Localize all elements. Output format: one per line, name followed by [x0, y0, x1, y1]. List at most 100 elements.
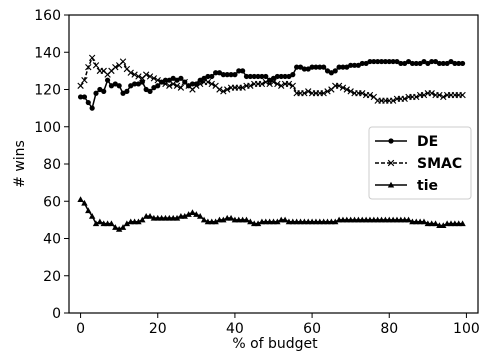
- data-point-de: [170, 75, 176, 81]
- data-point-de: [205, 73, 211, 80]
- data-point-de: [394, 58, 400, 65]
- data-point-de: [135, 81, 142, 87]
- data-point-de: [309, 64, 315, 70]
- x-tick-label: 0: [76, 321, 85, 337]
- data-point-de: [278, 73, 284, 80]
- data-point-de: [89, 105, 95, 111]
- y-tick-label: 140: [34, 45, 61, 61]
- data-point-smac: [262, 78, 269, 86]
- data-point-tie: [420, 218, 428, 225]
- y-tick-label: 120: [34, 83, 61, 99]
- data-point-smac: [177, 84, 185, 91]
- data-point-de: [440, 60, 446, 67]
- data-point-de: [355, 62, 361, 68]
- data-point-de: [324, 68, 331, 74]
- legend-entry-tie: tie: [375, 178, 438, 194]
- legend-label: DE: [417, 134, 438, 150]
- data-point-smac: [258, 80, 266, 88]
- data-point-de: [259, 73, 265, 80]
- data-point-tie: [227, 214, 235, 221]
- data-point-tie: [281, 216, 289, 223]
- data-point-de: [116, 83, 122, 89]
- legend-entry-de: DE: [375, 134, 438, 150]
- data-point-de: [139, 79, 145, 85]
- data-point-de: [448, 58, 454, 65]
- data-point-smac: [135, 73, 142, 80]
- data-point-smac: [440, 93, 447, 101]
- data-point-smac: [459, 91, 466, 99]
- data-point-tie: [123, 220, 131, 227]
- data-point-smac: [154, 76, 161, 84]
- data-point-de: [131, 81, 138, 87]
- data-point-smac: [301, 90, 308, 97]
- data-point-smac: [366, 91, 374, 99]
- data-point-tie: [254, 220, 262, 227]
- data-point-smac: [173, 82, 181, 89]
- data-point-smac: [85, 63, 92, 71]
- data-point-de: [77, 94, 84, 100]
- data-point-de: [367, 58, 373, 65]
- y-tick-label: 20: [43, 269, 61, 285]
- data-point-de: [147, 88, 153, 94]
- legend-marker: [387, 159, 395, 167]
- data-point-smac: [239, 84, 246, 91]
- data-point-de: [432, 58, 439, 65]
- y-tick-label: 80: [43, 157, 61, 173]
- legend-marker: [388, 138, 394, 144]
- y-tick-label: 160: [34, 8, 61, 24]
- data-point-smac: [224, 86, 231, 93]
- data-point-de: [209, 73, 215, 80]
- y-axis-label: # wins: [12, 140, 28, 188]
- data-point-de: [128, 83, 134, 89]
- data-point-smac: [270, 78, 277, 86]
- x-tick-label: 60: [303, 321, 321, 337]
- data-point-de: [247, 73, 253, 80]
- data-point-de: [409, 60, 416, 67]
- data-point-de: [402, 60, 408, 67]
- legend-label: SMAC: [417, 156, 462, 172]
- data-point-smac: [436, 91, 443, 99]
- y-tick-label: 100: [34, 120, 61, 136]
- data-point-tie: [135, 218, 142, 225]
- x-axis-label: % of budget: [232, 336, 318, 352]
- data-point-de: [263, 73, 269, 80]
- data-point-smac: [197, 80, 204, 88]
- data-point-smac: [420, 91, 428, 99]
- axes: 0 20 40 60 80 100 0 20 40 60 80 100 120 140 160: [34, 8, 480, 337]
- y-tick-label: 0: [52, 306, 61, 322]
- data-point-de: [120, 90, 126, 96]
- data-point-smac: [169, 80, 177, 88]
- data-point-smac: [389, 97, 397, 104]
- legend-entry-smac: SMAC: [375, 156, 462, 172]
- data-point-tie: [85, 207, 92, 214]
- data-point-de: [390, 58, 396, 65]
- data-point-de: [425, 60, 431, 67]
- y-tick-label: 40: [43, 232, 61, 248]
- data-point-tie: [243, 216, 250, 223]
- data-point-de: [405, 58, 412, 65]
- data-point-de: [340, 64, 346, 70]
- data-point-smac: [247, 82, 254, 89]
- data-point-smac: [339, 84, 347, 91]
- data-point-de: [359, 60, 365, 67]
- data-point-tie: [200, 216, 208, 223]
- data-point-tie: [440, 222, 447, 229]
- legend: DE SMAC tie: [368, 126, 472, 200]
- data-point-smac: [285, 80, 293, 88]
- data-point-tie: [332, 218, 339, 225]
- data-point-smac: [208, 80, 215, 88]
- data-point-smac: [320, 90, 327, 97]
- data-point-de: [317, 64, 323, 70]
- data-point-de: [274, 73, 280, 80]
- data-point-smac: [289, 82, 296, 89]
- data-point-de: [305, 66, 311, 72]
- data-point-tie: [405, 216, 412, 223]
- data-point-de: [382, 58, 388, 65]
- x-tick-label: 40: [226, 321, 244, 337]
- data-point-smac: [266, 80, 273, 88]
- x-tick-label: 100: [453, 321, 480, 337]
- data-point-smac: [335, 82, 343, 89]
- data-point-tie: [77, 196, 84, 202]
- data-point-smac: [193, 82, 200, 89]
